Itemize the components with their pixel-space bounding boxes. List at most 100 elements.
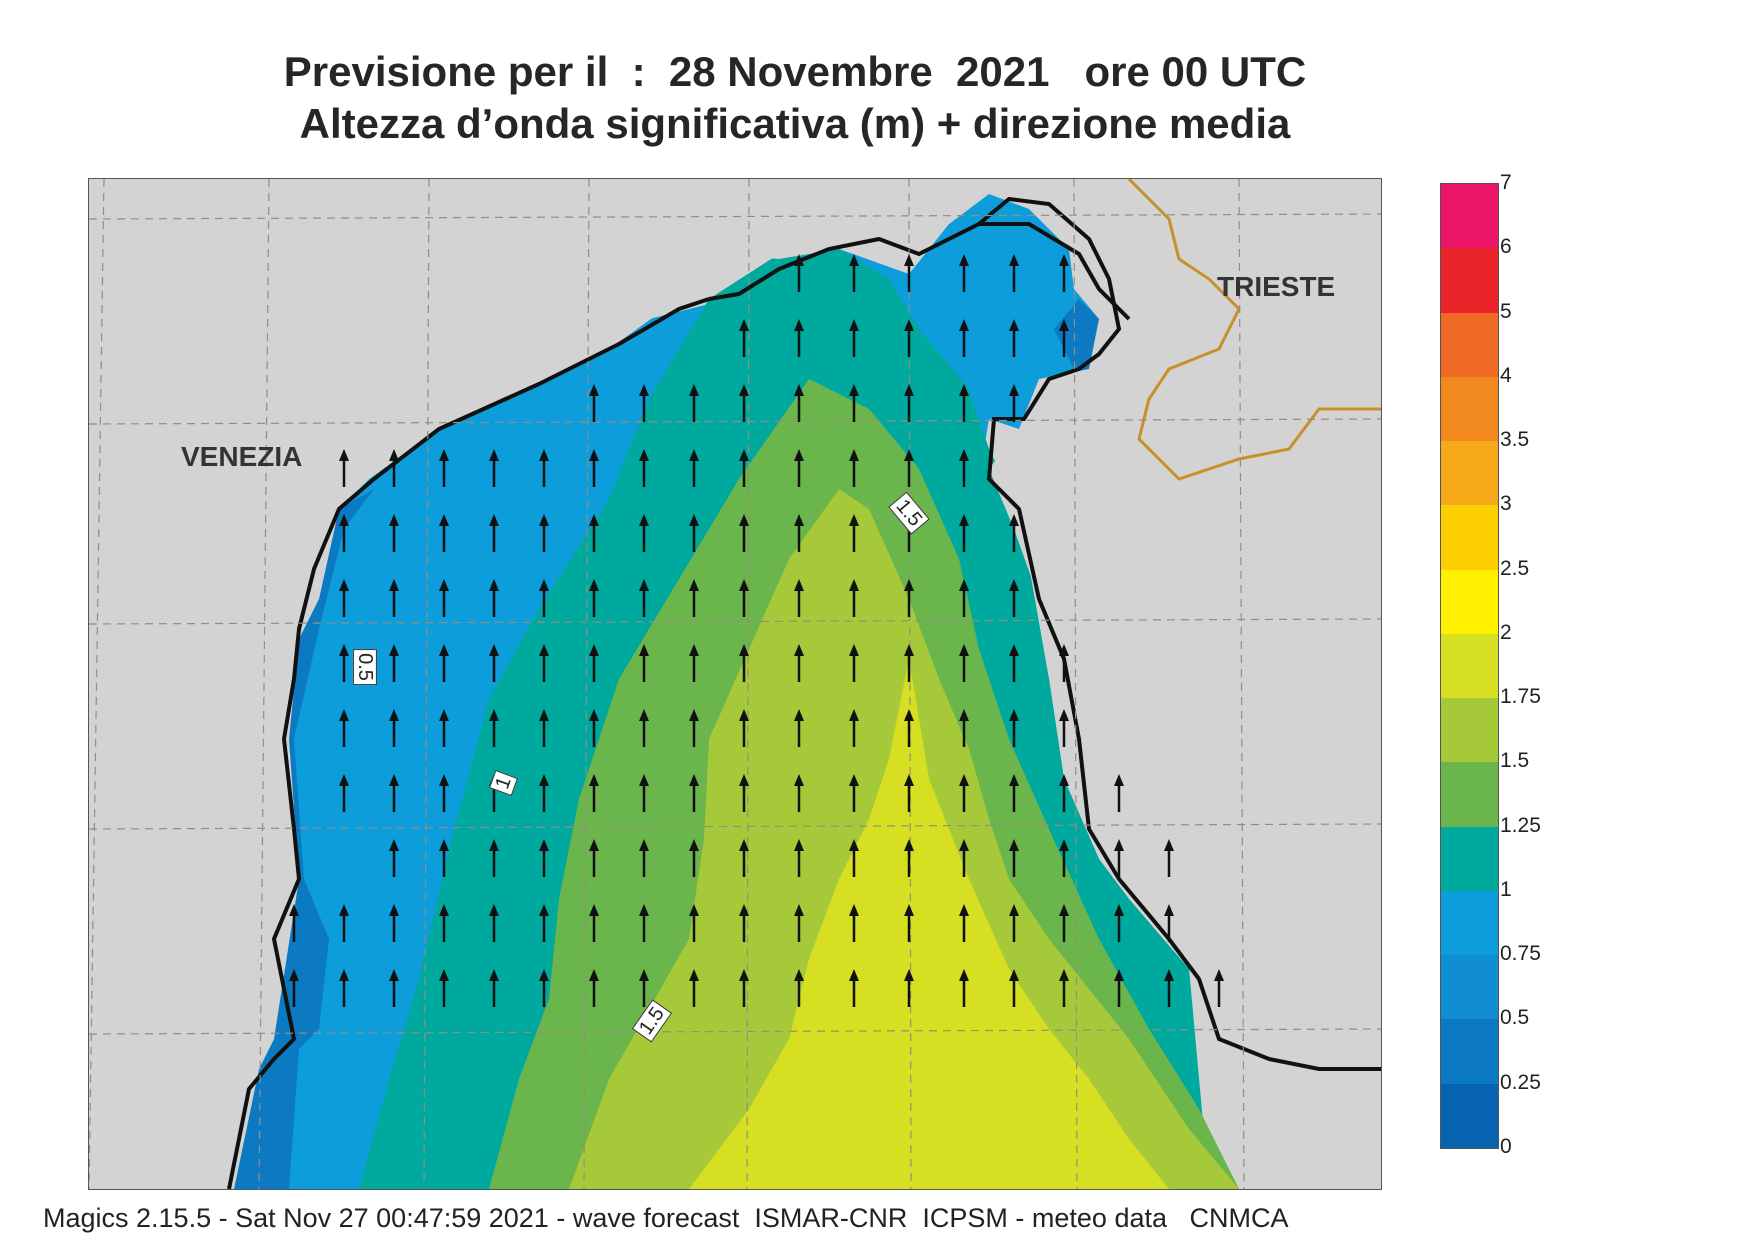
wave-direction-arrowhead (849, 904, 859, 916)
color-scale-label: 5 (1500, 299, 1512, 323)
wave-direction-arrowhead (689, 774, 699, 786)
wave-direction-arrowhead (739, 384, 749, 396)
wave-direction-arrowhead (1059, 904, 1069, 916)
wave-direction-arrowhead (1009, 774, 1019, 786)
footer-credits: Magics 2.15.5 - Sat Nov 27 00:47:59 2021… (43, 1203, 1289, 1233)
wave-direction-arrowhead (1009, 839, 1019, 851)
color-scale-segment (1441, 762, 1498, 827)
wave-direction-arrowhead (539, 579, 549, 591)
wave-direction-arrowhead (794, 904, 804, 916)
wave-direction-arrowhead (389, 514, 399, 526)
wave-direction-arrowhead (639, 709, 649, 721)
wave-direction-arrowhead (904, 384, 914, 396)
wave-direction-arrowhead (849, 644, 859, 656)
wave-direction-arrowhead (1114, 969, 1124, 981)
wave-direction-arrowhead (539, 644, 549, 656)
wave-direction-arrowhead (689, 969, 699, 981)
wave-direction-arrowhead (589, 839, 599, 851)
wave-direction-arrowhead (849, 384, 859, 396)
wave-direction-arrowhead (489, 969, 499, 981)
wave-direction-arrowhead (1009, 319, 1019, 331)
wave-direction-arrowhead (1059, 319, 1069, 331)
coastline-east (977, 196, 1381, 1071)
wave-direction-arrowhead (794, 644, 804, 656)
wave-direction-arrowhead (739, 449, 749, 461)
wave-direction-arrowhead (639, 449, 649, 461)
wave-direction-arrowhead (904, 319, 914, 331)
wave-direction-arrowhead (739, 709, 749, 721)
coastline-north (708, 222, 1131, 321)
wave-direction-arrowhead (1214, 969, 1224, 981)
wave-direction-arrowhead (739, 969, 749, 981)
wave-direction-arrowhead (904, 709, 914, 721)
color-scale-segment (1441, 312, 1498, 377)
wave-direction-arrowhead (589, 514, 599, 526)
wave-direction-arrowhead (1009, 969, 1019, 981)
wave-direction-arrowhead (589, 449, 599, 461)
wave-direction-arrowhead (794, 384, 804, 396)
color-scale-segment (1441, 633, 1498, 699)
color-scale-segment (1441, 890, 1498, 956)
wave-direction-arrowhead (289, 904, 299, 916)
wave-direction-arrowhead (389, 774, 399, 786)
wave-direction-arrowhead (639, 514, 649, 526)
color-scale-label: 1.25 (1500, 813, 1541, 837)
wave-direction-arrowhead (1114, 904, 1124, 916)
wave-direction-arrowhead (959, 709, 969, 721)
wave-direction-arrowhead (739, 904, 749, 916)
wave-direction-arrowhead (439, 774, 449, 786)
wave-direction-arrowhead (904, 254, 914, 266)
wave-direction-arrowhead (539, 709, 549, 721)
wave-direction-arrowhead (1114, 839, 1124, 851)
color-scale-label: 0.75 (1500, 942, 1541, 966)
wave-direction-arrowhead (959, 644, 969, 656)
wave-direction-arrowhead (339, 709, 349, 721)
map-title-line1: Previsione per il : 28 Novembre 2021 ore… (283, 48, 1307, 95)
wave-direction-arrowhead (904, 774, 914, 786)
color-scale-segment (1441, 955, 1498, 1020)
wave-direction-arrowhead (739, 514, 749, 526)
wave-direction-arrowhead (539, 514, 549, 526)
wave-direction-arrowhead (739, 839, 749, 851)
wave-direction-arrowhead (689, 514, 699, 526)
wave-direction-arrowhead (539, 774, 549, 786)
wave-direction-arrowhead (489, 839, 499, 851)
wave-direction-arrowhead (739, 644, 749, 656)
wave-direction-arrowhead (959, 319, 969, 331)
wave-direction-arrowhead (1059, 709, 1069, 721)
wave-direction-arrowhead (339, 449, 349, 461)
wave-direction-arrowhead (589, 904, 599, 916)
wave-height-map: VENEZIA TRIESTE 0.5 1 1.5 1.5 (88, 178, 1382, 1190)
wave-direction-arrowhead (639, 839, 649, 851)
wave-direction-arrowhead (739, 774, 749, 786)
national-border (1127, 179, 1381, 481)
wave-direction-arrowhead (959, 969, 969, 981)
wave-direction-arrowhead (639, 774, 649, 786)
wave-direction-arrowhead (1009, 254, 1019, 266)
wave-direction-arrowhead (639, 579, 649, 591)
wave-direction-arrowhead (849, 449, 859, 461)
wave-direction-arrowhead (849, 839, 859, 851)
wave-direction-arrowhead (389, 709, 399, 721)
contour-label: 0.5 (352, 649, 377, 685)
color-scale-segment (1441, 505, 1498, 570)
wave-direction-arrowhead (639, 644, 649, 656)
wave-direction-arrowhead (794, 319, 804, 331)
wave-direction-arrowhead (1009, 384, 1019, 396)
color-scale-label: 1.75 (1500, 685, 1541, 709)
city-label-venezia: VENEZIA (181, 441, 303, 472)
wave-direction-arrowhead (539, 969, 549, 981)
wave-direction-arrowhead (1009, 514, 1019, 526)
wave-direction-arrowhead (439, 904, 449, 916)
city-label-trieste: TRIESTE (1217, 271, 1336, 302)
color-scale-label: 0 (1500, 1135, 1512, 1158)
wave-direction-arrowhead (794, 969, 804, 981)
map-grid (89, 179, 1381, 1189)
wave-direction-arrowhead (689, 644, 699, 656)
color-scale-label: 7 (1500, 171, 1512, 194)
wave-direction-arrowhead (389, 904, 399, 916)
color-scale-label: 4 (1500, 363, 1512, 387)
wave-direction-arrowhead (689, 579, 699, 591)
color-scale-bar (1440, 183, 1499, 1149)
wave-direction-arrowhead (339, 644, 349, 656)
